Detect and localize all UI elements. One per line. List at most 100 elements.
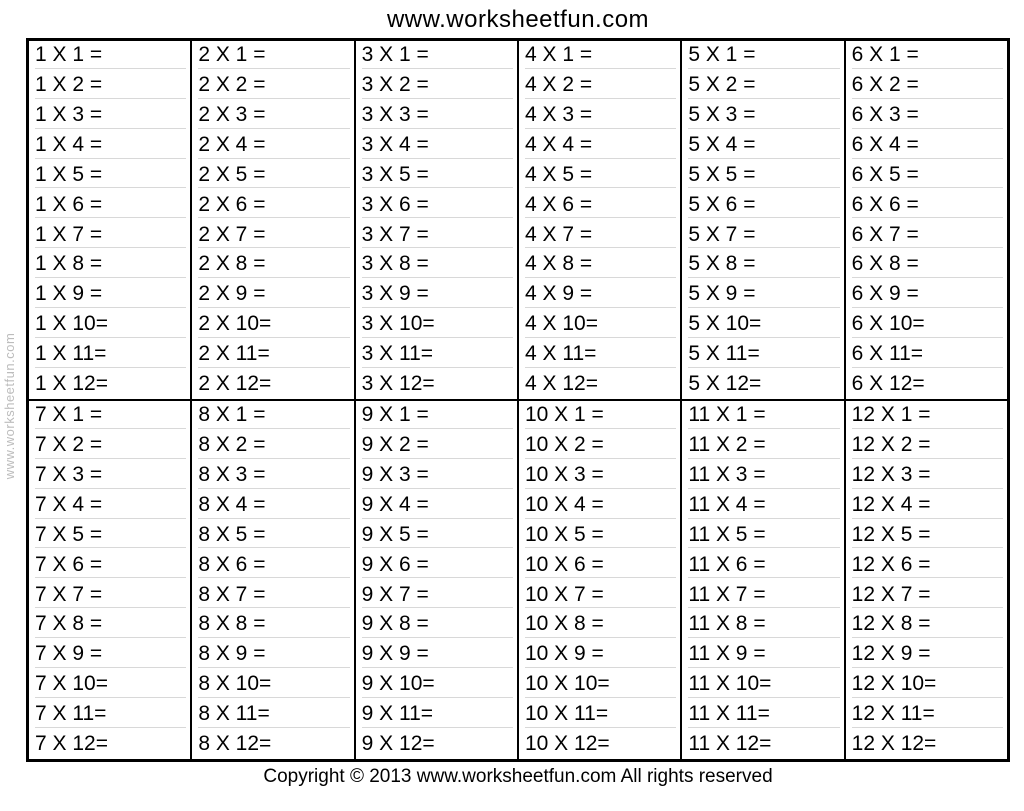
- equation-line: 1 X 12=: [35, 372, 186, 397]
- equation-line: 10 X 3 =: [525, 463, 676, 489]
- equation-line: 4 X 6 =: [525, 193, 676, 219]
- equation-line: 7 X 8 =: [35, 612, 186, 638]
- equation-line: 5 X 3 =: [688, 103, 839, 129]
- times-table-cell-7: 7 X 1 =7 X 2 =7 X 3 =7 X 4 =7 X 5 =7 X 6…: [28, 400, 191, 760]
- equation-line: 11 X 1 =: [688, 403, 839, 429]
- equation-line: 2 X 9 =: [198, 282, 349, 308]
- equation-line: 3 X 7 =: [362, 223, 513, 249]
- equation-line: 5 X 9 =: [688, 282, 839, 308]
- equation-line: 7 X 5 =: [35, 523, 186, 549]
- equation-line: 10 X 8 =: [525, 612, 676, 638]
- times-table-cell-6: 6 X 1 =6 X 2 =6 X 3 =6 X 4 =6 X 5 =6 X 6…: [845, 40, 1008, 400]
- equation-line: 10 X 7 =: [525, 583, 676, 609]
- equation-line: 11 X 4 =: [688, 493, 839, 519]
- equation-line: 2 X 12=: [198, 372, 349, 397]
- equation-line: 4 X 4 =: [525, 133, 676, 159]
- equation-line: 3 X 12=: [362, 372, 513, 397]
- equation-line: 10 X 6 =: [525, 553, 676, 579]
- equation-line: 10 X 9 =: [525, 642, 676, 668]
- equation-line: 5 X 12=: [688, 372, 839, 397]
- equation-line: 4 X 10=: [525, 312, 676, 338]
- equation-line: 7 X 2 =: [35, 433, 186, 459]
- equation-line: 4 X 11=: [525, 342, 676, 368]
- equation-line: 8 X 1 =: [198, 403, 349, 429]
- equation-line: 2 X 11=: [198, 342, 349, 368]
- equation-line: 1 X 1 =: [35, 43, 186, 69]
- equation-line: 6 X 6 =: [852, 193, 1003, 219]
- equation-line: 7 X 11=: [35, 702, 186, 728]
- equation-line: 1 X 2 =: [35, 73, 186, 99]
- equation-line: 4 X 9 =: [525, 282, 676, 308]
- equation-line: 3 X 4 =: [362, 133, 513, 159]
- equation-line: 6 X 7 =: [852, 223, 1003, 249]
- equation-line: 9 X 2 =: [362, 433, 513, 459]
- equation-line: 4 X 3 =: [525, 103, 676, 129]
- equation-line: 1 X 11=: [35, 342, 186, 368]
- equation-line: 2 X 4 =: [198, 133, 349, 159]
- equation-line: 3 X 10=: [362, 312, 513, 338]
- equation-line: 4 X 8 =: [525, 252, 676, 278]
- equation-line: 3 X 2 =: [362, 73, 513, 99]
- equation-line: 12 X 3 =: [852, 463, 1003, 489]
- equation-line: 5 X 11=: [688, 342, 839, 368]
- equation-line: 3 X 11=: [362, 342, 513, 368]
- equation-line: 12 X 4 =: [852, 493, 1003, 519]
- equation-line: 1 X 8 =: [35, 252, 186, 278]
- equation-line: 9 X 7 =: [362, 583, 513, 609]
- equation-line: 11 X 3 =: [688, 463, 839, 489]
- times-table-cell-5: 5 X 1 =5 X 2 =5 X 3 =5 X 4 =5 X 5 =5 X 6…: [681, 40, 844, 400]
- equation-line: 2 X 2 =: [198, 73, 349, 99]
- equation-line: 11 X 11=: [688, 702, 839, 728]
- equation-line: 8 X 10=: [198, 672, 349, 698]
- page-header-url: www.worksheetfun.com: [26, 6, 1010, 34]
- equation-line: 10 X 10=: [525, 672, 676, 698]
- equation-line: 8 X 3 =: [198, 463, 349, 489]
- equation-line: 1 X 6 =: [35, 193, 186, 219]
- equation-line: 6 X 1 =: [852, 43, 1003, 69]
- equation-line: 7 X 4 =: [35, 493, 186, 519]
- equation-line: 6 X 11=: [852, 342, 1003, 368]
- equation-line: 11 X 9 =: [688, 642, 839, 668]
- equation-line: 1 X 9 =: [35, 282, 186, 308]
- equation-line: 9 X 3 =: [362, 463, 513, 489]
- equation-line: 8 X 8 =: [198, 612, 349, 638]
- equation-line: 8 X 11=: [198, 702, 349, 728]
- equation-line: 1 X 4 =: [35, 133, 186, 159]
- equation-line: 1 X 7 =: [35, 223, 186, 249]
- equation-line: 9 X 12=: [362, 732, 513, 757]
- times-table-cell-8: 8 X 1 =8 X 2 =8 X 3 =8 X 4 =8 X 5 =8 X 6…: [191, 400, 354, 760]
- equation-line: 7 X 12=: [35, 732, 186, 757]
- equation-line: 7 X 7 =: [35, 583, 186, 609]
- equation-line: 4 X 7 =: [525, 223, 676, 249]
- equation-line: 6 X 12=: [852, 372, 1003, 397]
- equation-line: 7 X 10=: [35, 672, 186, 698]
- equation-line: 5 X 4 =: [688, 133, 839, 159]
- equation-line: 10 X 12=: [525, 732, 676, 757]
- equation-line: 1 X 5 =: [35, 163, 186, 189]
- equation-line: 2 X 10=: [198, 312, 349, 338]
- times-table-cell-10: 10 X 1 =10 X 2 =10 X 3 =10 X 4 =10 X 5 =…: [518, 400, 681, 760]
- equation-line: 8 X 7 =: [198, 583, 349, 609]
- equation-line: 11 X 5 =: [688, 523, 839, 549]
- times-table-cell-2: 2 X 1 =2 X 2 =2 X 3 =2 X 4 =2 X 5 =2 X 6…: [191, 40, 354, 400]
- equation-line: 3 X 1 =: [362, 43, 513, 69]
- equation-line: 5 X 2 =: [688, 73, 839, 99]
- equation-line: 12 X 10=: [852, 672, 1003, 698]
- equation-line: 3 X 6 =: [362, 193, 513, 219]
- times-table-cell-9: 9 X 1 =9 X 2 =9 X 3 =9 X 4 =9 X 5 =9 X 6…: [355, 400, 518, 760]
- equation-line: 11 X 7 =: [688, 583, 839, 609]
- equation-line: 12 X 12=: [852, 732, 1003, 757]
- equation-line: 11 X 2 =: [688, 433, 839, 459]
- equation-line: 10 X 4 =: [525, 493, 676, 519]
- equation-line: 12 X 1 =: [852, 403, 1003, 429]
- equation-line: 9 X 6 =: [362, 553, 513, 579]
- times-table-cell-11: 11 X 1 = 11 X 2 = 11 X 3 = 11 X 4 = 11 X 5 =…: [681, 400, 844, 760]
- equation-line: 3 X 3 =: [362, 103, 513, 129]
- equation-line: 4 X 1 =: [525, 43, 676, 69]
- equation-line: 9 X 11=: [362, 702, 513, 728]
- equation-line: 9 X 10=: [362, 672, 513, 698]
- equation-line: 12 X 7 =: [852, 583, 1003, 609]
- equation-line: 9 X 1 =: [362, 403, 513, 429]
- equation-line: 5 X 6 =: [688, 193, 839, 219]
- equation-line: 3 X 8 =: [362, 252, 513, 278]
